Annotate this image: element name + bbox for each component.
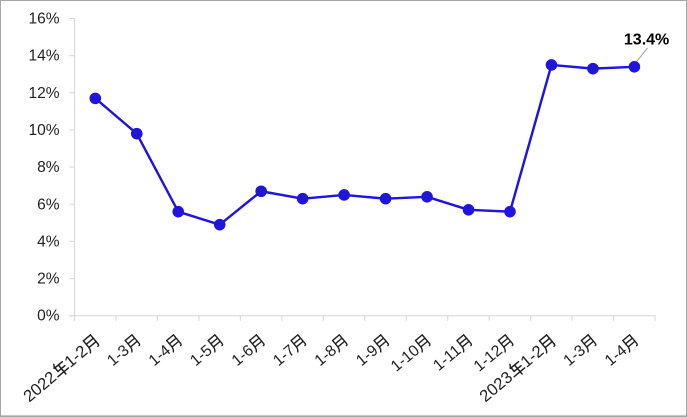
svg-text:14%: 14% — [28, 48, 59, 65]
svg-text:12%: 12% — [28, 85, 59, 102]
svg-text:0%: 0% — [37, 308, 60, 325]
svg-text:16%: 16% — [28, 11, 59, 28]
svg-text:6%: 6% — [37, 196, 60, 213]
svg-text:4%: 4% — [37, 233, 60, 250]
svg-text:10%: 10% — [28, 122, 59, 139]
svg-text:2%: 2% — [37, 271, 60, 288]
svg-text:13.4%: 13.4% — [624, 32, 669, 49]
svg-text:8%: 8% — [37, 159, 60, 176]
